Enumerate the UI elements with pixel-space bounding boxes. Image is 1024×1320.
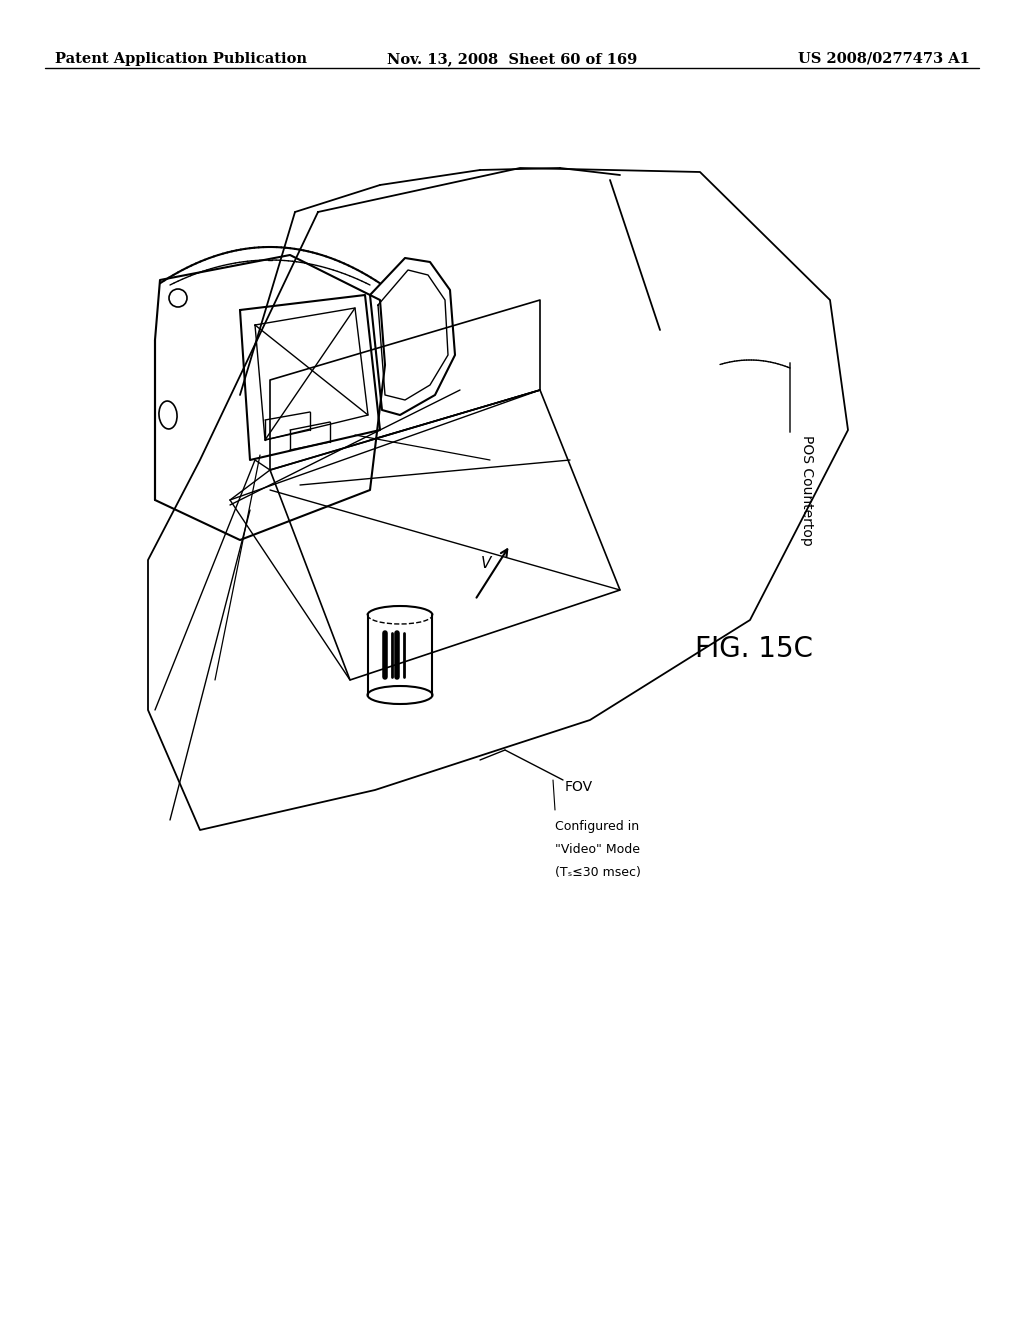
Text: "Video" Mode: "Video" Mode [555,843,640,855]
Text: FIG. 15C: FIG. 15C [695,635,813,663]
Ellipse shape [368,686,432,704]
Text: POS Countertop: POS Countertop [800,436,814,545]
Text: US 2008/0277473 A1: US 2008/0277473 A1 [798,51,970,66]
Text: Patent Application Publication: Patent Application Publication [55,51,307,66]
Text: Nov. 13, 2008  Sheet 60 of 169: Nov. 13, 2008 Sheet 60 of 169 [387,51,637,66]
Text: Configured in: Configured in [555,820,639,833]
Text: (Tₛ≤30 msec): (Tₛ≤30 msec) [555,866,641,879]
Text: V: V [481,556,492,570]
Text: FOV: FOV [565,780,593,795]
